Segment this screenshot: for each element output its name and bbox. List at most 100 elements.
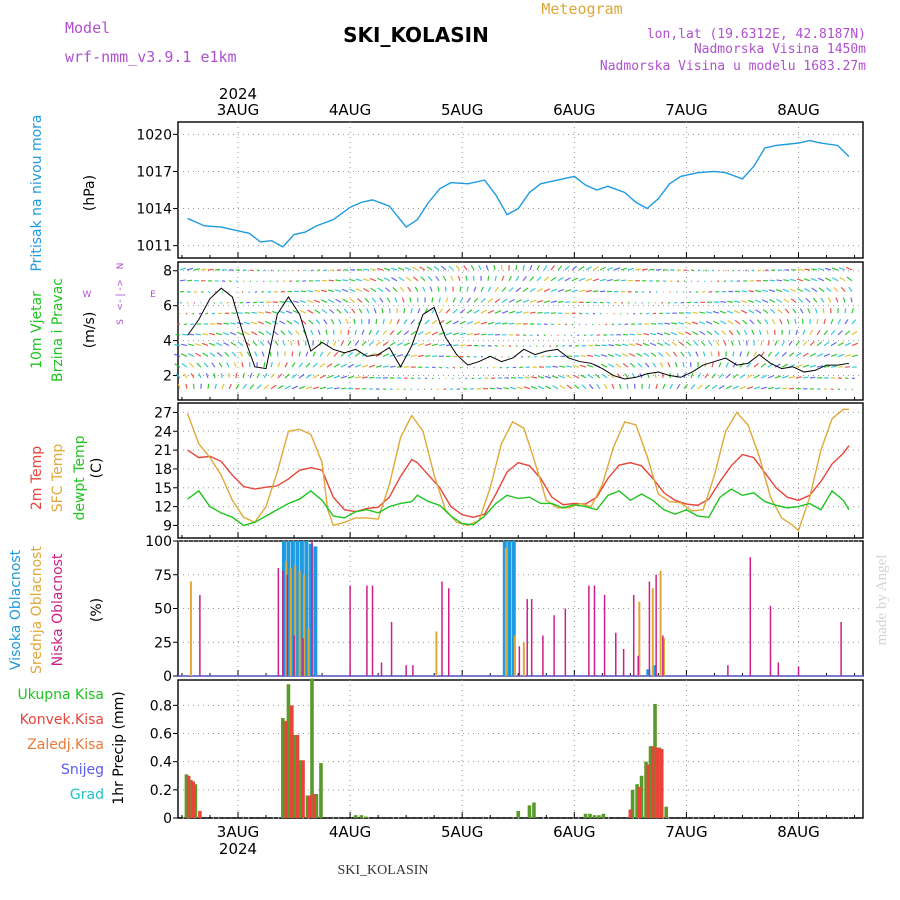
wind-barb xyxy=(727,300,734,303)
cloud-bar xyxy=(507,541,512,676)
wind-barb xyxy=(499,366,503,369)
wind-barb xyxy=(515,299,523,303)
wind-barb xyxy=(714,330,720,336)
wind-barb xyxy=(192,312,195,315)
wind-barb xyxy=(242,383,247,390)
wind-barb xyxy=(508,287,514,293)
wind-barb xyxy=(363,287,370,293)
wind-barb xyxy=(781,351,787,357)
wind-barb xyxy=(809,364,817,368)
wind-barb xyxy=(788,340,793,346)
wind-barb xyxy=(457,275,461,281)
wind-barb xyxy=(691,321,699,325)
wind-barb xyxy=(338,318,342,325)
temperature-ytick-label: 27 xyxy=(154,405,172,421)
wind-barb xyxy=(480,286,484,292)
wind-barb xyxy=(781,363,788,368)
wind-barb xyxy=(614,353,622,357)
wind-barb xyxy=(719,310,727,314)
wind-barb xyxy=(571,289,579,293)
wind-barb xyxy=(830,353,838,357)
wind-barb xyxy=(429,286,433,292)
precip-bar xyxy=(297,760,302,818)
wind-barb xyxy=(452,308,458,314)
cloud-bar xyxy=(522,642,525,676)
wind-barb xyxy=(550,288,558,293)
wind-barb xyxy=(508,275,512,282)
wind-barb xyxy=(368,329,372,336)
wind-barb xyxy=(501,286,507,293)
wind-barb xyxy=(601,344,608,347)
wind-barb xyxy=(333,363,340,368)
precip-label-snow: Snijeg xyxy=(61,762,104,778)
wind-barb xyxy=(702,351,706,357)
wind-barb xyxy=(656,332,664,336)
wind-barb xyxy=(494,356,497,358)
wind-barb xyxy=(424,355,431,357)
wind-barb xyxy=(531,376,538,379)
precip-bar xyxy=(516,810,521,818)
wind-barb xyxy=(524,376,531,379)
cloud_cover-ytick-label: 100 xyxy=(145,534,172,550)
wind-barb xyxy=(193,291,198,293)
cloud_cover-ytick-label: 50 xyxy=(154,602,172,618)
wind-barb xyxy=(768,289,776,293)
wind-barb xyxy=(463,265,468,271)
wind-barb xyxy=(211,312,216,315)
cloud-bar xyxy=(349,585,351,676)
wind-barb xyxy=(788,363,796,368)
wind-barb xyxy=(226,362,230,368)
wind-barb xyxy=(715,340,720,346)
wind-barb xyxy=(305,386,313,390)
cloud-bar xyxy=(632,595,635,676)
wind-barb xyxy=(817,268,825,271)
wind-barb xyxy=(480,333,487,336)
cloud-bar xyxy=(840,622,842,676)
wind-barb xyxy=(613,279,620,282)
wind-barb xyxy=(180,343,188,347)
wind-barb xyxy=(307,290,314,293)
precip-bar xyxy=(193,784,198,818)
cloud-bar xyxy=(371,585,374,676)
wind-barb xyxy=(354,340,359,346)
wind-barb xyxy=(345,318,349,325)
wind-barb xyxy=(396,388,400,391)
wind-barb xyxy=(300,319,307,325)
wind-barb xyxy=(699,311,706,314)
wind-barb xyxy=(733,310,741,314)
precip-bar xyxy=(628,809,633,818)
wind-barb xyxy=(844,354,852,357)
wind-barb xyxy=(755,309,762,314)
wind-barb xyxy=(842,297,846,303)
wind-barb xyxy=(795,352,802,357)
wind-barb xyxy=(259,340,265,346)
wind-barb xyxy=(747,299,755,303)
meteogram-label: Meteogram xyxy=(541,0,622,18)
wind-barb xyxy=(593,354,601,357)
wind-barb xyxy=(598,323,601,326)
wind-barb xyxy=(626,383,629,389)
wind-barb xyxy=(826,287,832,293)
cloud-bar xyxy=(603,595,606,676)
wind-barb xyxy=(289,280,293,283)
wind-barb xyxy=(781,375,789,379)
wind-ylabel-unit: (m/s) xyxy=(82,312,98,349)
wind-barb xyxy=(682,291,685,293)
wind-barb xyxy=(680,351,685,357)
wind-barb xyxy=(323,269,328,272)
wind-barb xyxy=(718,269,721,272)
wind-barb xyxy=(200,291,204,293)
wind-barb xyxy=(512,366,517,369)
wind-barb xyxy=(818,287,825,293)
wind-barb xyxy=(844,388,847,391)
wind-barb xyxy=(557,323,561,326)
top-day-label: 5AUG xyxy=(441,101,483,119)
wind-barb xyxy=(414,286,419,292)
wind-barb xyxy=(648,291,652,293)
wind-barb xyxy=(789,288,797,293)
precipitation-ytick-label: 0.8 xyxy=(150,698,172,714)
wind-barb xyxy=(816,365,824,368)
wind-barb xyxy=(761,299,769,303)
wind-barb xyxy=(756,319,762,325)
wind-barb xyxy=(695,291,699,293)
